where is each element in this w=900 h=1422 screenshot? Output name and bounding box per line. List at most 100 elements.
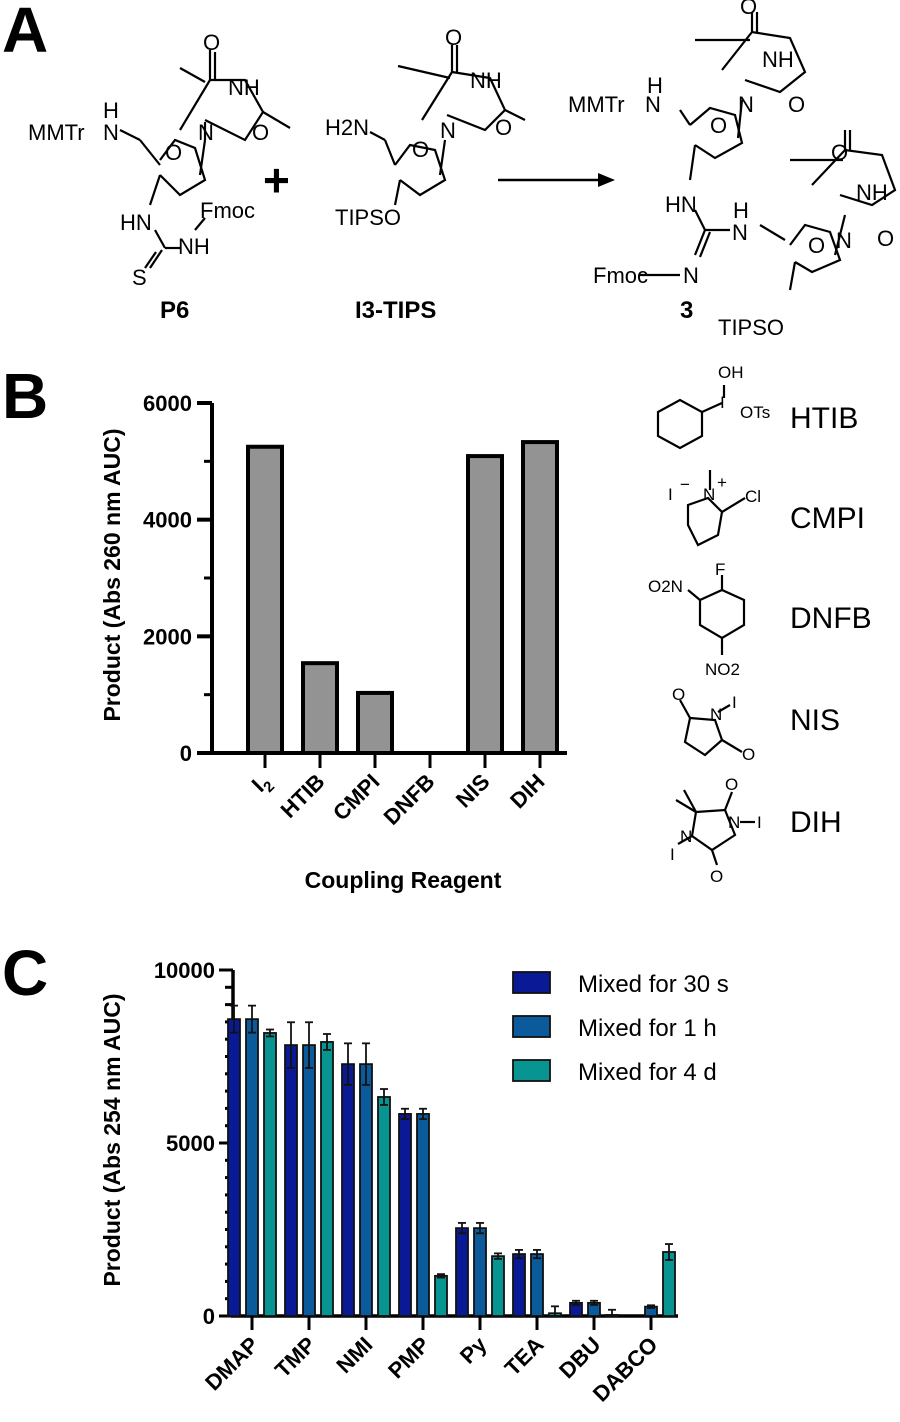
panel-letter-a: A [2,0,48,66]
structure-product-3: O NH O N O MMTr H N HN H N Fmoc N TIPSO … [568,0,897,340]
legend-swatch [512,971,551,994]
svg-text:I: I [670,845,675,864]
legend-label: Mixed for 30 s [578,971,729,998]
svg-text:F: F [715,560,725,579]
bar-nmi-s0 [341,1063,355,1317]
legend-label: Mixed for 4 d [578,1059,717,1086]
svg-text:H: H [647,73,663,98]
x-tick-label-b: DIH [505,769,549,813]
bar-dih [521,440,559,755]
svg-text:O: O [412,137,429,162]
structure-dih: O N I I N O DIH [670,775,842,886]
svg-text:NH: NH [470,68,502,93]
svg-text:−: − [680,475,690,494]
svg-text:+: + [717,473,727,492]
svg-text:Fmoc: Fmoc [200,198,255,223]
svg-text:O: O [165,140,182,165]
bar-py-s0 [455,1227,469,1317]
panel-c: C Product (Abs 254 nm AUC) 0 5000 10000 DMA… [2,937,729,1407]
bar-dmap-s1 [245,1018,259,1317]
svg-text:O: O [495,115,512,140]
x-tick-label-b: I2 [247,769,278,800]
svg-text:O: O [252,120,269,145]
bar-pmp-s1 [416,1113,430,1317]
svg-text:TIPSO: TIPSO [718,315,784,340]
legend-c: Mixed for 30 s Mixed for 1 h Mixed for 4 d [512,971,729,1086]
bar-tea-s0 [512,1253,526,1317]
svg-text:N: N [738,92,754,117]
svg-text:MMTr: MMTr [28,120,85,145]
svg-text:O: O [725,775,738,794]
svg-text:O: O [445,25,462,50]
svg-text:HN: HN [665,192,697,217]
reagent-name-cmpi: CMPI [790,502,865,535]
panel-letter-b: B [2,360,48,432]
legend-swatch [512,1015,551,1038]
reagent-name-dih: DIH [790,806,842,839]
x-tick-label-b: HTIB [276,769,330,823]
svg-text:Cl: Cl [745,487,761,506]
bar-py-s2 [491,1255,505,1317]
y-tick-label-c: 5000 [166,1131,215,1156]
svg-text:N: N [683,263,699,288]
svg-text:N: N [836,228,852,253]
svg-text:NH: NH [856,180,888,205]
compound-label-i3-tips: I3-TIPS [355,297,436,324]
panel-a: A O NH O N O MMTr H [2,0,897,340]
svg-text:NH: NH [762,47,794,72]
svg-text:NH: NH [228,75,260,100]
y-tick-label-b: 2000 [143,624,192,649]
svg-text:I: I [720,393,725,412]
y-tick-label-c: 10000 [154,958,215,983]
compound-label-p6: P6 [160,297,189,324]
svg-text:H: H [733,198,749,223]
bar-tmp-s1 [302,1044,316,1317]
svg-text:MMTr: MMTr [568,92,625,117]
structure-nis: O N I O NIS [672,685,840,764]
svg-text:I: I [732,693,737,712]
reagent-name-htib: HTIB [790,402,858,435]
bar-py-s1 [473,1227,487,1317]
x-tick-label-c: NMI [331,1332,377,1378]
bar-tmp-s0 [284,1044,298,1317]
svg-text:OH: OH [718,363,744,382]
x-tick-label-b: DNFB [379,769,440,830]
svg-text:S: S [132,265,147,290]
svg-text:Fmoc: Fmoc [593,263,648,288]
structure-htib: OH I OTs HTIB [656,363,858,450]
x-tick-label-c: DBU [554,1332,605,1383]
bar-htib [301,661,339,756]
x-tick-label-c: DMAP [200,1332,263,1395]
svg-text:I: I [757,813,762,832]
svg-text:O: O [808,233,825,258]
x-axis-title-b: Coupling Reagent [305,867,502,893]
svg-text:NO2: NO2 [705,660,740,679]
reagent-name-dnfb: DNFB [790,602,872,635]
y-tick-label-b: 6000 [143,391,192,416]
legend-swatch [512,1059,551,1082]
bar-cmpi [356,690,394,756]
plus-sign: + [263,154,290,206]
svg-text:N: N [440,118,456,143]
y-tick-label-c: 0 [203,1304,215,1329]
y-tick-label-b: 0 [180,741,192,766]
svg-text:N: N [198,120,214,145]
structure-p6: O NH O N O MMTr H N HN Fmoc NH S P6 [28,30,291,324]
bar-i2 [246,444,284,755]
x-tick-label-c: TMP [270,1332,321,1383]
bar-dmap-s0 [227,1018,241,1317]
reagent-name-nis: NIS [790,704,840,737]
svg-text:O2N: O2N [648,577,683,596]
structure-dnfb: F O2N NO2 DNFB [648,560,872,679]
svg-text:HN: HN [120,210,152,235]
svg-text:N: N [728,813,740,832]
svg-text:O: O [740,0,757,19]
y-tick-label-b: 4000 [143,508,192,533]
svg-text:N: N [732,220,748,245]
svg-text:H: H [103,98,119,123]
structure-i3-tips: O NH O N O H2N TIPSO I3-TIPS [325,25,526,324]
svg-text:O: O [710,113,727,138]
svg-text:O: O [203,30,220,55]
legend-label: Mixed for 1 h [578,1015,717,1042]
